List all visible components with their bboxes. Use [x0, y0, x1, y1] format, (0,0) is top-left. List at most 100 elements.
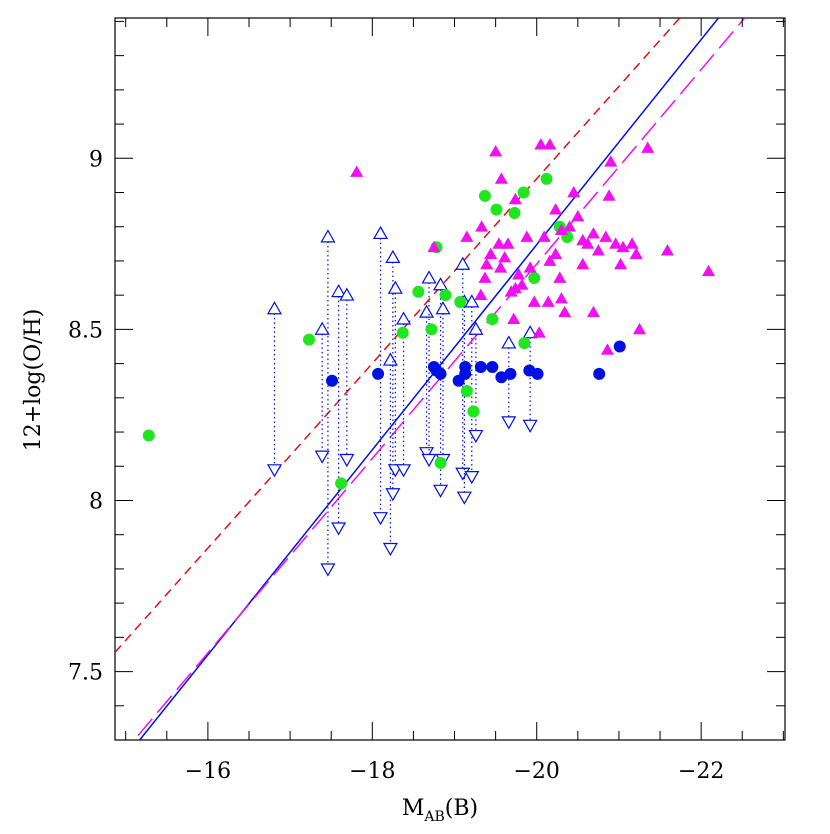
point	[350, 165, 364, 177]
point	[563, 220, 577, 232]
lower-limit-marker	[456, 491, 472, 505]
lower-limit-marker	[266, 464, 283, 478]
point	[434, 367, 447, 380]
y-tick-label: 8.5	[68, 318, 103, 343]
point	[508, 281, 522, 294]
point	[537, 230, 551, 242]
lower-limit-marker	[382, 542, 398, 557]
point	[586, 305, 600, 318]
upper-limit-marker	[421, 270, 437, 284]
point	[474, 288, 488, 301]
x-tick-label: −22	[678, 759, 724, 784]
point	[460, 230, 474, 242]
point	[614, 257, 628, 270]
point	[632, 322, 646, 335]
lower-limit-marker	[501, 416, 517, 430]
upper-limit-marker	[455, 256, 471, 270]
upper-limit-marker	[385, 249, 401, 264]
point	[490, 203, 503, 216]
point	[567, 186, 581, 198]
point	[641, 141, 655, 153]
point	[527, 295, 541, 307]
point	[478, 271, 492, 283]
point	[515, 278, 529, 290]
point	[528, 272, 541, 285]
lower-limit-marker	[314, 450, 330, 464]
upper-limit-marker	[435, 301, 451, 315]
point	[534, 138, 548, 150]
point	[492, 237, 506, 249]
x-label-sub: AB	[423, 809, 444, 825]
lower-limit-marker	[339, 453, 355, 468]
point	[602, 189, 616, 201]
lower-limit-marker	[320, 563, 336, 577]
upper-limit-marker	[501, 335, 517, 349]
lower-limit-marker	[331, 522, 347, 536]
point	[501, 237, 515, 249]
point	[425, 323, 438, 336]
point	[609, 237, 623, 249]
point	[460, 384, 473, 397]
point	[517, 186, 530, 199]
lower-limit-marker	[464, 471, 480, 485]
point	[600, 343, 614, 355]
lower-limit-marker	[468, 429, 484, 444]
lower-limit-marker	[385, 488, 401, 502]
point	[412, 285, 425, 298]
point	[532, 326, 546, 338]
point	[613, 340, 626, 353]
point	[512, 268, 526, 280]
point	[459, 367, 472, 380]
y-tick-label: 9	[89, 147, 103, 172]
x-label-main: M	[402, 796, 425, 821]
y-tick-label: 8	[89, 489, 103, 514]
point	[518, 337, 531, 350]
x-tick-label: −18	[349, 759, 395, 784]
point	[142, 429, 155, 442]
upper-limit-marker	[522, 325, 538, 339]
point	[543, 254, 557, 266]
upper-limit-marker	[339, 287, 355, 301]
point	[549, 247, 563, 259]
point	[480, 257, 494, 270]
plot-frame	[114, 17, 786, 741]
point	[486, 313, 499, 326]
lower-limit-marker	[372, 512, 389, 526]
point	[553, 271, 567, 283]
point	[474, 361, 487, 374]
upper-limit-marker	[314, 321, 330, 335]
point	[629, 247, 643, 259]
x-tick-label: −20	[514, 759, 560, 784]
lower-limit-marker	[433, 484, 449, 498]
upper-limit-marker	[387, 280, 403, 294]
point	[478, 189, 491, 202]
point	[520, 230, 534, 242]
point	[523, 261, 537, 273]
point	[576, 257, 590, 270]
point	[558, 305, 572, 318]
point	[604, 155, 618, 167]
upper-limit-marker	[464, 294, 480, 308]
upper-limit-marker	[331, 284, 347, 298]
point	[489, 144, 503, 157]
upper-limit-marker	[468, 321, 484, 335]
point	[396, 326, 409, 339]
upper-limit-marker	[396, 311, 412, 325]
point	[326, 374, 339, 387]
point	[504, 367, 517, 380]
plot-area	[115, 18, 746, 740]
point	[507, 312, 521, 324]
point	[660, 244, 674, 256]
point	[467, 405, 480, 418]
point	[494, 172, 508, 184]
point	[541, 295, 555, 307]
point	[549, 203, 563, 215]
point	[616, 240, 630, 253]
point	[454, 296, 467, 309]
point	[303, 333, 316, 346]
point	[554, 223, 568, 236]
point	[581, 237, 595, 249]
point	[495, 371, 508, 384]
point	[434, 456, 447, 469]
